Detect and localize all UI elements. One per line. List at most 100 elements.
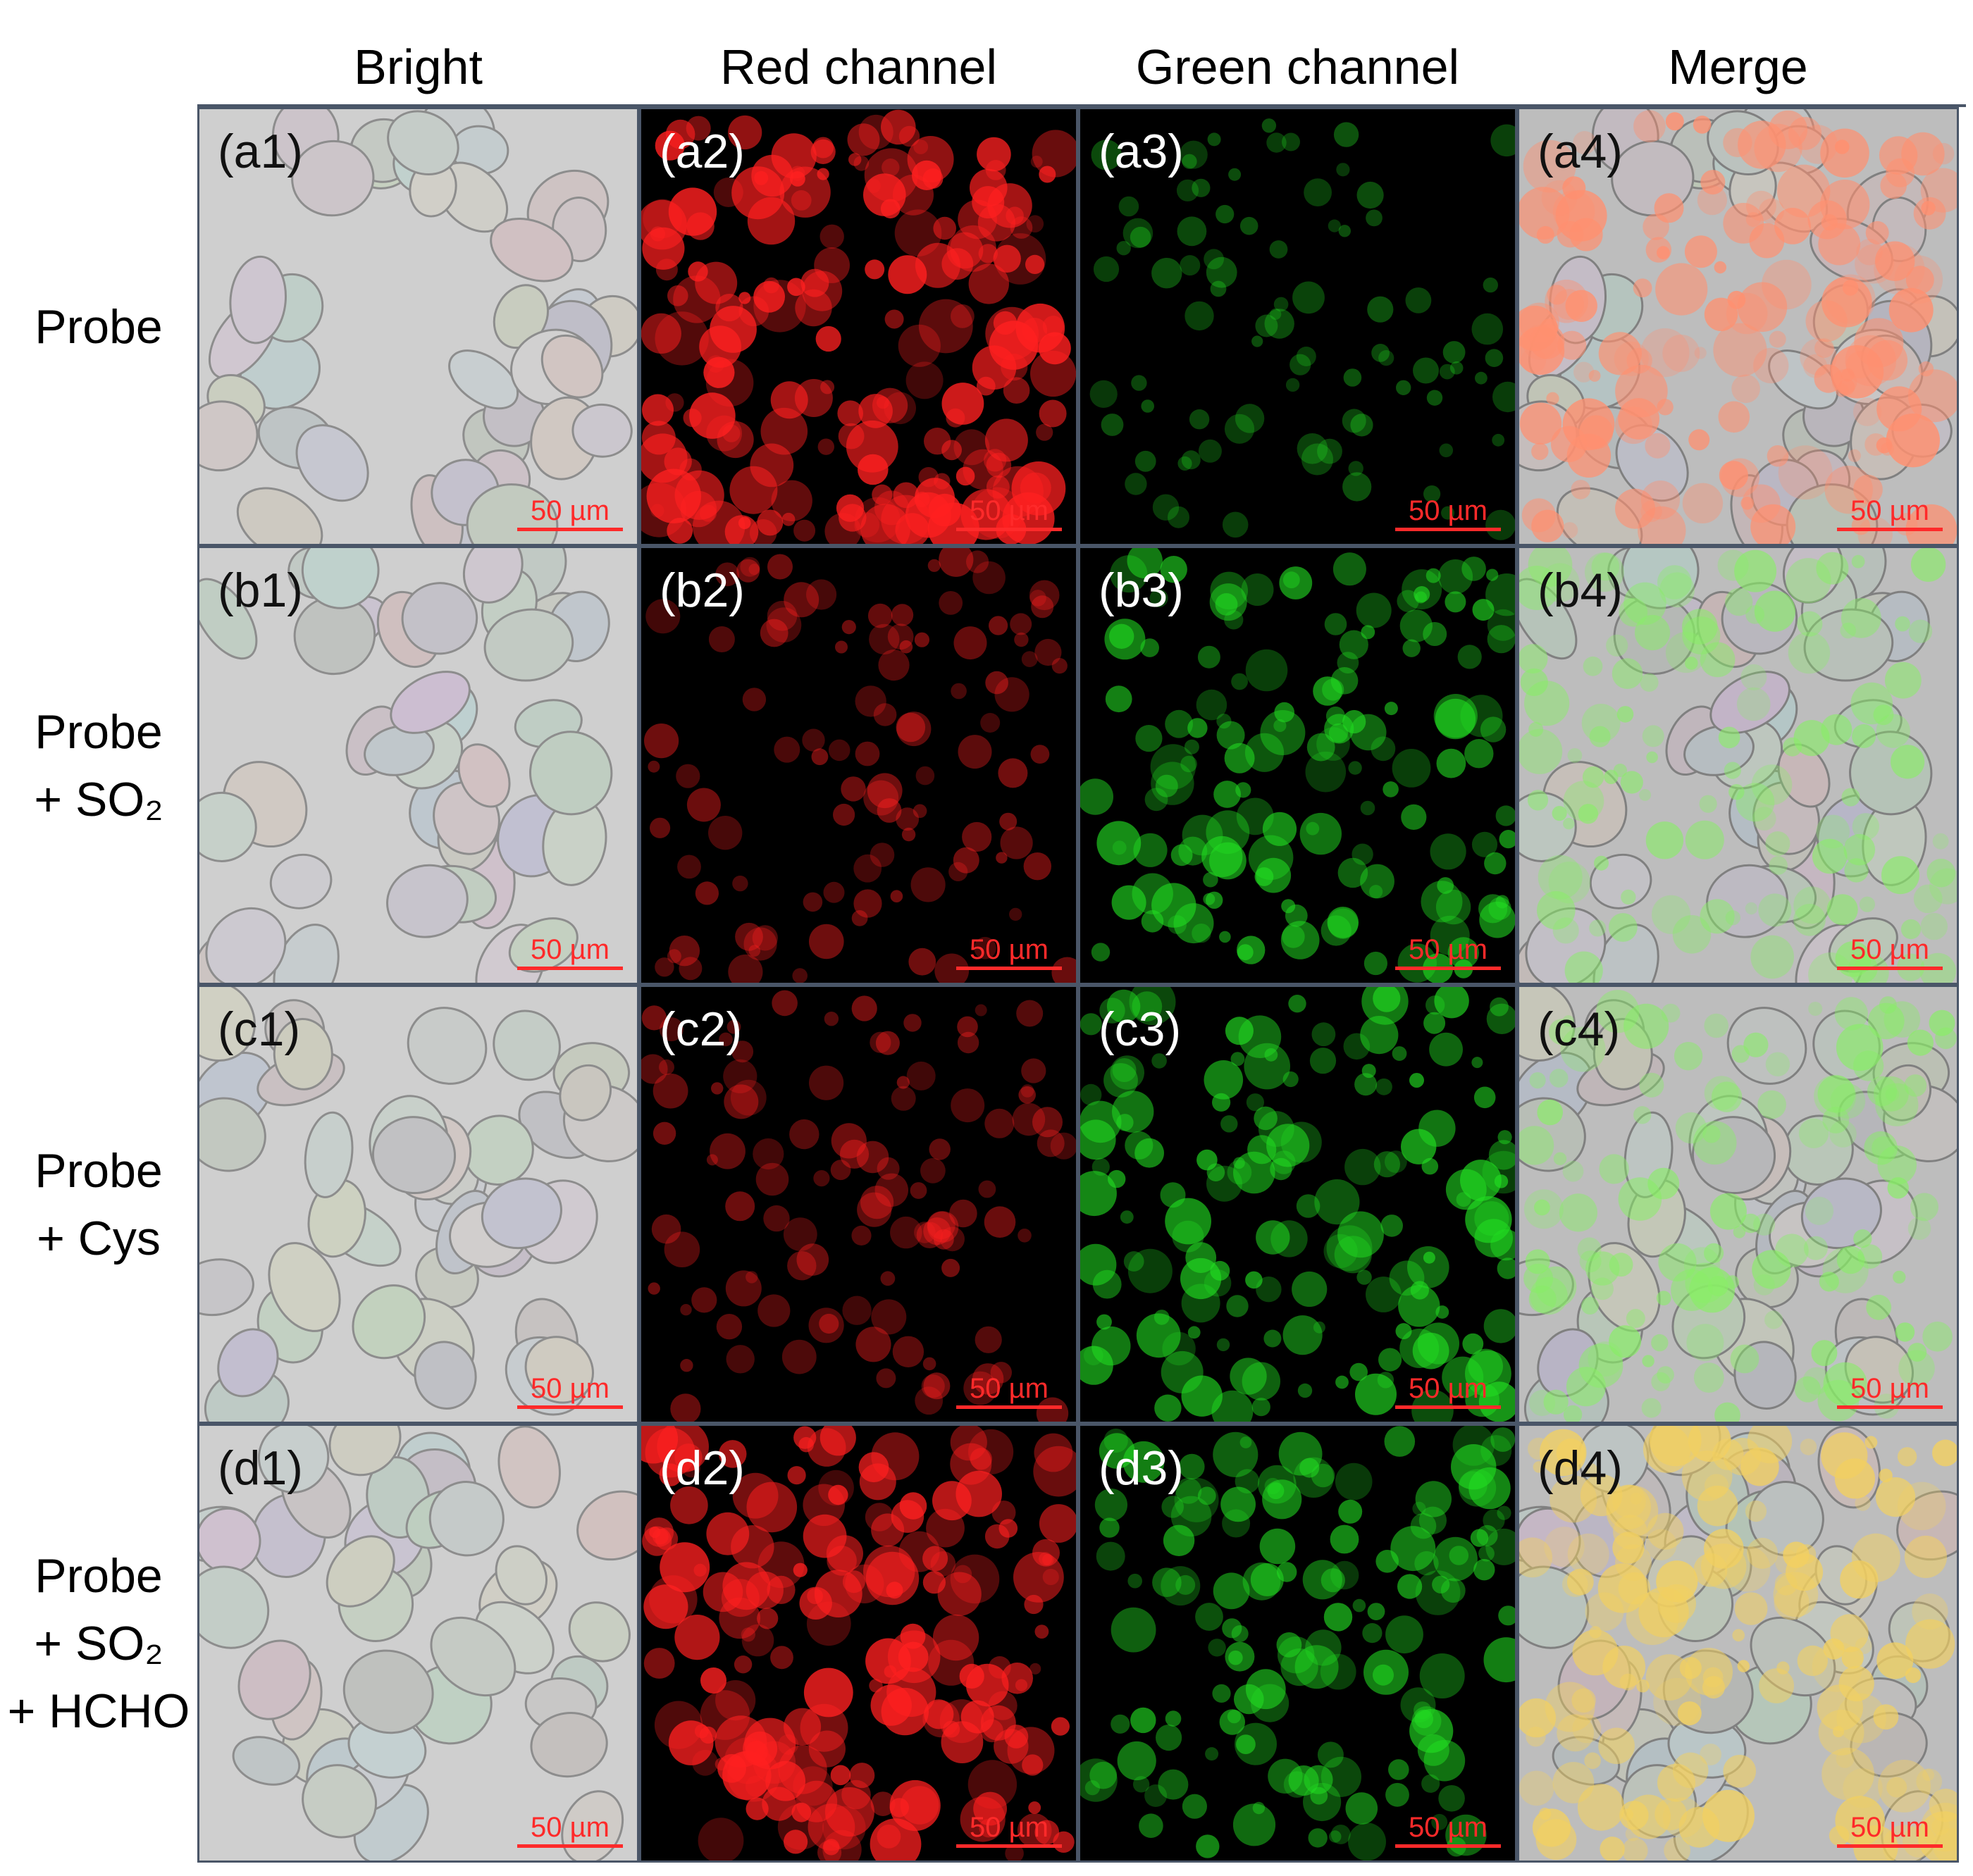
fluorescent-spot (923, 1217, 951, 1246)
fluorescent-spot (1646, 751, 1658, 764)
fluorescent-spot (939, 591, 963, 615)
fluorescent-spot (1251, 335, 1263, 347)
fluorescent-spot (645, 599, 681, 634)
fluorescent-spot (753, 1138, 784, 1170)
fluorescent-spot (707, 355, 724, 373)
fluorescent-spot (819, 1313, 839, 1334)
fluorescent-spot (1462, 1333, 1484, 1355)
fluorescent-spot (870, 843, 895, 867)
fluorescent-spot (1447, 937, 1479, 969)
fluorescent-spot (1021, 651, 1038, 667)
fluorescent-spot (1797, 611, 1823, 637)
fluorescent-spot (1471, 831, 1498, 857)
fluorescent-spot (1853, 397, 1882, 426)
cell (304, 1111, 354, 1198)
fluorescent-spot (1490, 997, 1509, 1017)
fluorescent-spot (858, 114, 893, 149)
fluorescent-spot (1335, 1375, 1349, 1389)
fluorescent-spot (991, 1501, 1016, 1524)
fluorescent-spot (1655, 1798, 1687, 1831)
fluorescent-spot (1457, 645, 1482, 669)
fluorescent-spot (973, 1791, 1007, 1826)
cell (295, 424, 369, 502)
fluorescent-spot (1563, 1405, 1583, 1422)
merge-image-a: (a4) 50 µm (1517, 107, 1959, 546)
cell (1733, 1341, 1797, 1410)
fluorescent-spot (1360, 1016, 1399, 1055)
fluorescent-spot (1224, 414, 1255, 444)
fluorescent-spot (1736, 687, 1771, 721)
scale-bar-label: 50 µm (970, 1812, 1049, 1843)
fluorescent-spot (809, 1065, 844, 1100)
fluorescent-spot (1835, 383, 1849, 397)
cell (448, 349, 519, 410)
fluorescent-spot (1451, 1444, 1497, 1490)
cell (529, 731, 613, 816)
fluorescent-spot (1006, 206, 1024, 225)
fluorescent-spot (869, 1679, 883, 1693)
fluorescent-spot (914, 492, 930, 507)
fluorescent-spot (1414, 586, 1430, 602)
cell (1768, 349, 1839, 410)
fluorescent-spot (881, 495, 931, 544)
fluorescent-spot (953, 847, 979, 874)
fluorescent-spot (890, 1216, 922, 1249)
fluorescent-spot (1531, 509, 1564, 542)
fluorescent-spot (1745, 190, 1776, 221)
fluorescent-spot (1834, 997, 1868, 1031)
cell (495, 1545, 548, 1605)
micrograph (1519, 548, 1957, 983)
row-label-line: Probe (35, 704, 163, 759)
fluorescent-spot (1139, 1813, 1163, 1838)
fluorescent-spot (927, 1211, 955, 1240)
fluorescent-spot (1582, 766, 1604, 788)
fluorescent-spot (1822, 1747, 1874, 1801)
fluorescent-spot (1301, 443, 1333, 476)
fluorescent-spot (1769, 110, 1807, 149)
fluorescent-spot (655, 957, 674, 977)
fluorescent-spot (1280, 1648, 1318, 1686)
fluorescent-spot (1135, 725, 1163, 752)
fluorescent-spot (1552, 806, 1567, 821)
fluorescent-spot (1618, 398, 1659, 440)
fluorescent-spot (1612, 658, 1643, 689)
fluorescent-spot (1282, 1071, 1299, 1088)
fluorescent-spot (726, 1345, 755, 1374)
fluorescent-spot (1131, 375, 1147, 391)
fluorescent-spot (1569, 218, 1603, 251)
fluorescent-spot (1371, 736, 1396, 762)
fluorescent-spot (1865, 220, 1889, 244)
fluorescent-spot (1203, 893, 1216, 905)
fluorescent-spot (943, 1720, 960, 1738)
fluorescent-spot (1704, 1076, 1739, 1110)
fluorescent-spot (906, 1061, 936, 1091)
fluorescent-spot (1876, 714, 1910, 748)
fluorescent-spot (1734, 549, 1777, 592)
fluorescent-spot (1378, 1348, 1402, 1372)
fluorescent-spot (1216, 714, 1232, 729)
fluorescent-spot (874, 1173, 908, 1207)
fluorescent-spot (1519, 187, 1570, 240)
fluorescent-spot (1765, 1052, 1790, 1076)
fluorescent-spot (933, 216, 956, 240)
fluorescent-spot (1864, 433, 1888, 456)
fluorescent-spot (851, 1225, 872, 1246)
fluorescent-spot (1905, 1619, 1955, 1669)
cell (364, 725, 435, 776)
fluorescent-spot (823, 1839, 840, 1856)
fluorescent-spot (1173, 903, 1214, 944)
fluorescent-spot (1519, 305, 1558, 352)
fluorescent-spot (1917, 1811, 1957, 1861)
fluorescent-spot (1536, 225, 1554, 244)
fluorescent-spot (1572, 1714, 1602, 1744)
fluorescent-spot (1793, 904, 1826, 936)
fluorescent-spot (1864, 1131, 1898, 1165)
fluorescent-spot (934, 1229, 954, 1250)
fluorescent-spot (1879, 996, 1897, 1014)
micrograph (641, 548, 1076, 983)
fluorescent-spot (1179, 140, 1208, 169)
fluorescent-spot (1280, 1122, 1322, 1163)
fluorescent-spot (905, 361, 944, 399)
fluorescent-spot (1778, 445, 1833, 500)
fluorescent-spot (1836, 1749, 1855, 1768)
